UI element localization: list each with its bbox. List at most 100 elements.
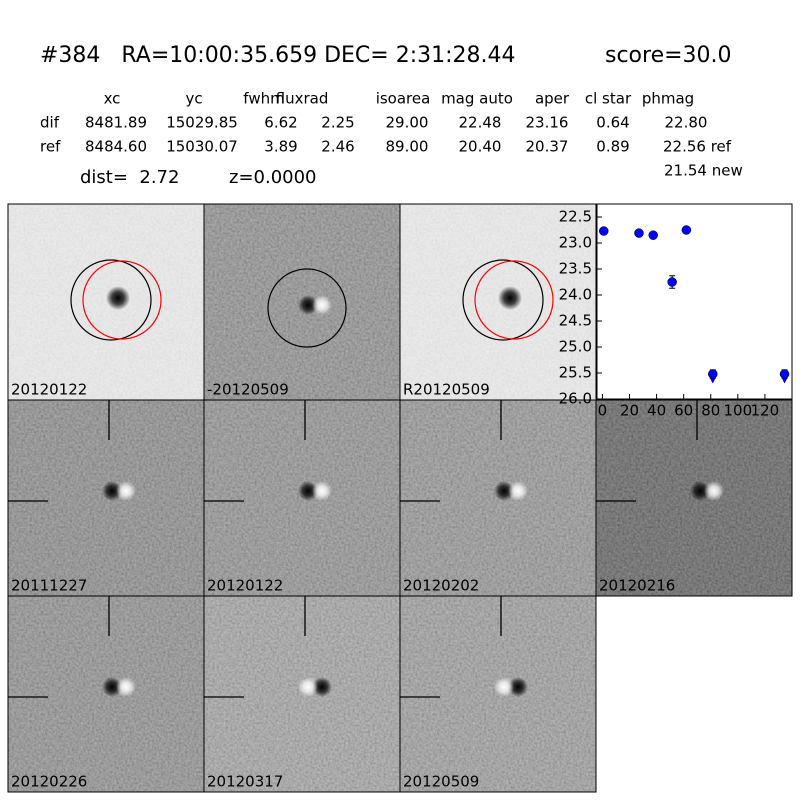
table-cell: 22.80: [665, 114, 708, 132]
stamp: 20120122: [203, 399, 401, 597]
x-tick-label: 0: [598, 402, 608, 420]
x-tick-label: 40: [647, 402, 666, 420]
point: [779, 369, 790, 379]
dipole-bright: [312, 481, 332, 501]
stamp: 20120202: [399, 399, 597, 597]
table-cell: 0.89: [596, 138, 629, 156]
stamp-label: 20120202: [403, 577, 479, 595]
table-cell: 0.64: [596, 114, 629, 132]
stamp-noise: [8, 204, 204, 400]
table-cell: 20.37: [526, 138, 569, 156]
x-tick-label: 100: [724, 402, 753, 420]
column-header: fluxrad: [276, 90, 329, 108]
aperture: [474, 260, 554, 340]
table-cell: 22.48: [459, 114, 502, 132]
x-tick-label: 80: [701, 402, 720, 420]
stamp-frame: [595, 399, 793, 597]
table-cell: 6.62: [264, 114, 297, 132]
y-tick-label: 23.0: [559, 234, 592, 252]
stamp: -20120509: [203, 203, 401, 401]
y-tick-label: 25.5: [559, 364, 592, 382]
dipole-bright: [116, 677, 136, 697]
column-header: yc: [185, 90, 202, 108]
column-header: cl star: [585, 90, 632, 108]
stamp: 20111227: [7, 399, 205, 597]
y-tick-label: 24.5: [559, 312, 592, 330]
column-header: mag auto: [441, 90, 513, 108]
stamp: 20120317: [203, 595, 401, 793]
point: [599, 226, 609, 236]
table-cell: 23.16: [526, 114, 569, 132]
table-cell: 2.46: [321, 138, 354, 156]
aperture: [82, 260, 162, 340]
stamp-label: 20120226: [11, 773, 87, 791]
stamp: 20120226: [7, 595, 205, 793]
aperture: [267, 268, 347, 348]
column-header: fwhm: [243, 90, 284, 108]
table-cell: 89.00: [386, 138, 429, 156]
stamp-noise: [400, 204, 596, 400]
point: [648, 230, 658, 240]
table-cell: 22.56 ref: [663, 138, 732, 156]
dipole-dark: [690, 481, 710, 501]
stamp-label: 20120216: [599, 577, 675, 595]
dipole-bright: [494, 677, 514, 697]
column-header: xc: [104, 90, 121, 108]
table-cell: 2.25: [321, 114, 354, 132]
column-header: phmag: [642, 90, 694, 108]
table-cell: 3.89: [264, 138, 297, 156]
stamp-label: -20120509: [207, 381, 289, 399]
dipole-dark: [494, 481, 514, 501]
chart: 22.5 23.0 23.5 24.0 24.5 25.0 25.5 26.0 0 20 40 60 8…: [559, 203, 793, 420]
x-tick-label: 120: [751, 402, 780, 420]
y-tick-label: 25.0: [559, 338, 592, 356]
score: score=30.0: [605, 43, 732, 68]
redshift: z=0.0000: [229, 167, 317, 188]
row-label: ref: [40, 138, 61, 156]
column-header: aper: [535, 90, 570, 108]
dipole-bright: [704, 481, 724, 501]
stamp-label: 20120509: [403, 773, 479, 791]
point: [667, 277, 677, 287]
point: [681, 225, 692, 235]
table-cell: 15029.85: [166, 114, 238, 132]
y-tick-label: 23.5: [559, 260, 592, 278]
dipole-bright: [298, 677, 318, 697]
stamp: 20120509: [399, 595, 597, 793]
point: [708, 369, 718, 379]
x-tick-label: 20: [620, 402, 639, 420]
dipole-bright: [312, 295, 332, 315]
dipole-dark: [102, 481, 122, 501]
extra: 21.54 new: [664, 162, 743, 180]
stamp-label: R20120509: [403, 381, 490, 399]
table-cell: 20.40: [459, 138, 502, 156]
stamp-frame: [399, 595, 597, 793]
y-tick-label: 24.0: [559, 286, 592, 304]
stamp: 20120122: [7, 203, 205, 401]
dipole-bright: [116, 481, 136, 501]
dipole-dark: [298, 295, 318, 315]
row-label: dif: [40, 114, 60, 132]
table-cell: 29.00: [386, 114, 429, 132]
column-header: isoarea: [376, 90, 431, 108]
table-cell: 15030.07: [166, 138, 238, 156]
title: #384 RA=10:00:35.659 DEC= 2:31:28.44: [40, 43, 516, 68]
dipole-dark: [102, 677, 122, 697]
y-tick-label: 22.5: [559, 208, 592, 226]
source: [498, 286, 522, 310]
table-cell: 8481.89: [85, 114, 147, 132]
dist: dist= 2.72: [80, 167, 179, 188]
dipole-bright: [508, 481, 528, 501]
aperture: [70, 259, 152, 341]
stamp-label: 20120122: [11, 381, 87, 399]
stamp-label: 20120317: [207, 773, 283, 791]
dipole-dark: [312, 677, 332, 697]
stamp-label: 20120122: [207, 577, 283, 595]
stamp-label: 20111227: [11, 577, 87, 595]
x-tick-label: 60: [674, 402, 693, 420]
y-tick-label: 26.0: [559, 390, 592, 408]
dipole-dark: [298, 481, 318, 501]
